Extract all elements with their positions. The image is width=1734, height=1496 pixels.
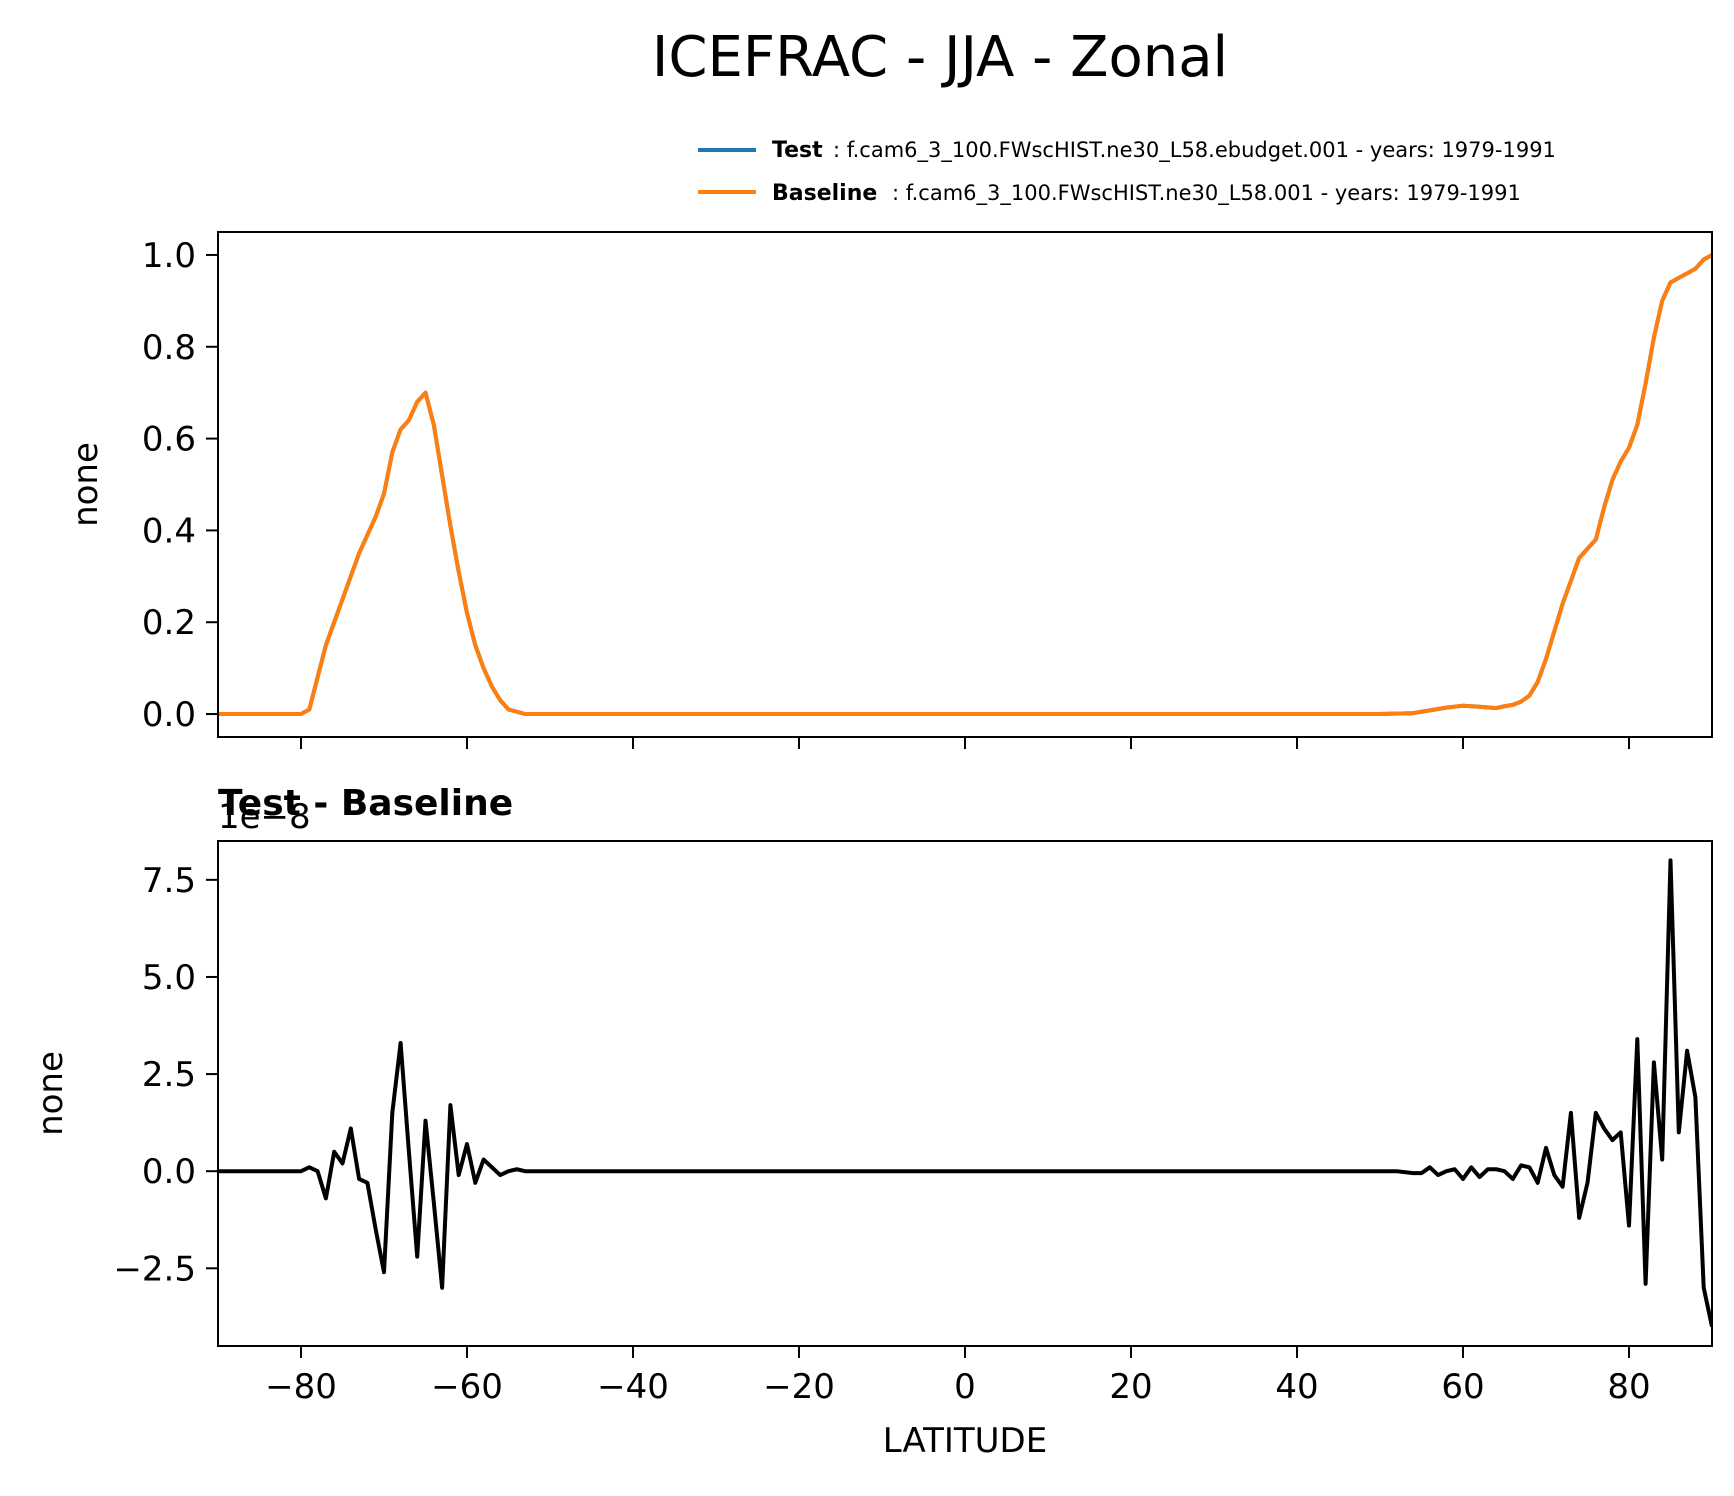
y-axis-label: none <box>66 442 106 527</box>
y-tick-label: 0.8 <box>142 328 196 368</box>
legend-entry-baseline: Baseline : f.cam6_3_100.FWscHIST.ne30_L5… <box>698 181 1521 206</box>
y-tick-label: 1.0 <box>142 236 196 276</box>
x-tick-label: −60 <box>431 1367 503 1407</box>
x-tick-label: 20 <box>1109 1367 1152 1407</box>
series-line-test-baseline <box>218 858 1712 1327</box>
legend-entry-test: Test : f.cam6_3_100.FWscHIST.ne30_L58.eb… <box>698 138 1556 163</box>
y-tick-label: 0.4 <box>142 511 196 551</box>
legend: Test : f.cam6_3_100.FWscHIST.ne30_L58.eb… <box>698 138 1556 206</box>
bottom-offset-label: 1e−8 <box>218 797 311 837</box>
x-tick-label: −80 <box>265 1367 337 1407</box>
top-panel: 0.0 0.2 0.4 0.6 0.8 1.0 none <box>66 231 1713 749</box>
y-tick-label: 0.6 <box>142 420 196 460</box>
y-tick-label: 2.5 <box>142 1055 196 1095</box>
x-tick-label: 40 <box>1275 1367 1318 1407</box>
bottom-panel-title: Test - Baseline <box>218 783 513 824</box>
legend-desc-baseline: : f.cam6_3_100.FWscHIST.ne30_L58.001 - y… <box>892 181 1521 206</box>
legend-label-baseline: Baseline <box>772 181 877 206</box>
x-tick-label: 0 <box>954 1367 976 1407</box>
x-tick-label: −40 <box>597 1367 669 1407</box>
x-tick-label: 80 <box>1607 1367 1650 1407</box>
y-tick-label: 0.0 <box>142 1152 196 1192</box>
legend-desc-test: : f.cam6_3_100.FWscHIST.ne30_L58.ebudget… <box>833 138 1556 163</box>
y-tick-label: 5.0 <box>142 958 196 998</box>
legend-label-test: Test <box>772 138 823 163</box>
y-tick-label: 0.2 <box>142 603 196 643</box>
y-axis-label: none <box>31 1051 71 1136</box>
y-tick-label: 0.0 <box>142 695 196 735</box>
series-line-baseline <box>218 253 1712 717</box>
y-tick-label: 7.5 <box>142 861 196 901</box>
y-tick-label: −2.5 <box>113 1249 196 1289</box>
x-tick-label: −20 <box>763 1367 835 1407</box>
x-tick-label: 60 <box>1441 1367 1484 1407</box>
x-axis-label: LATITUDE <box>883 1421 1047 1461</box>
bottom-panel: 1e−8 Test - Baseline −80 −60 −40 −20 0 20 40 60… <box>31 783 1713 1461</box>
chart-title: ICEFRAC - JJA - Zonal <box>652 25 1228 90</box>
